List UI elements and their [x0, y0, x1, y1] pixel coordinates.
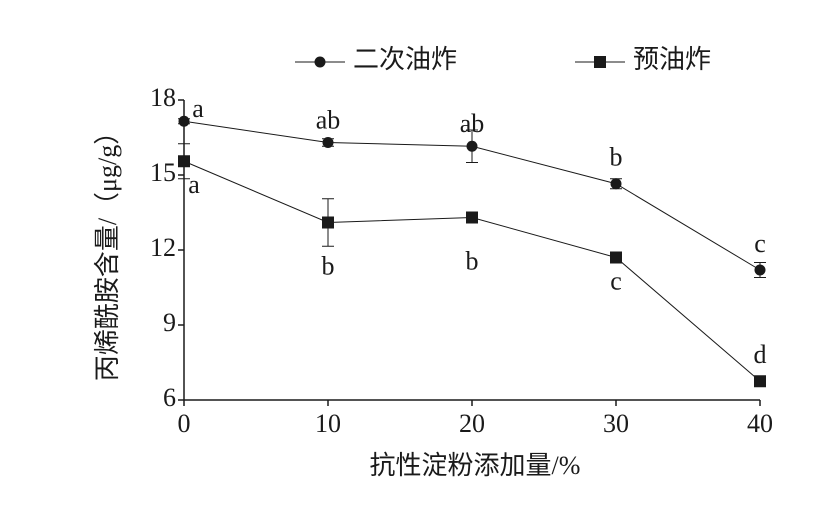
x-tick-label: 40 [747, 409, 773, 438]
significance-label: d [754, 340, 767, 369]
x-tick-label: 30 [603, 409, 629, 438]
significance-label: b [610, 143, 623, 172]
data-point [754, 375, 766, 388]
significance-label: b [322, 251, 335, 280]
significance-label: c [754, 229, 766, 258]
y-tick-label: 6 [163, 383, 176, 412]
y-axis-label: 丙烯酰胺含量/（μg/g） [93, 119, 122, 381]
significance-label: ab [460, 109, 485, 138]
data-point [466, 211, 478, 224]
data-point [178, 155, 190, 168]
y-tick-label: 12 [150, 233, 176, 262]
y-tick-label: 15 [150, 158, 176, 187]
data-point [610, 251, 622, 264]
y-tick-label: 18 [150, 83, 176, 112]
x-tick-label: 10 [315, 409, 341, 438]
y-tick-label: 9 [163, 308, 176, 337]
significance-label: ab [316, 105, 341, 134]
data-point [466, 140, 478, 152]
significance-label: c [610, 266, 622, 295]
significance-label: a [188, 170, 200, 199]
data-point [178, 115, 190, 127]
significance-label: a [192, 94, 204, 123]
significance-label: b [466, 246, 479, 275]
legend-label: 预油炸 [633, 45, 711, 74]
data-point [610, 178, 622, 190]
data-point [322, 137, 334, 148]
legend-label: 二次油炸 [353, 45, 457, 74]
legend-marker [314, 56, 326, 68]
data-point [322, 216, 334, 229]
legend-marker [594, 56, 606, 68]
x-tick-label: 20 [459, 409, 485, 438]
x-axis-label: 抗性淀粉添加量/% [370, 451, 581, 480]
x-tick-label: 0 [178, 409, 191, 438]
data-point [754, 264, 766, 276]
